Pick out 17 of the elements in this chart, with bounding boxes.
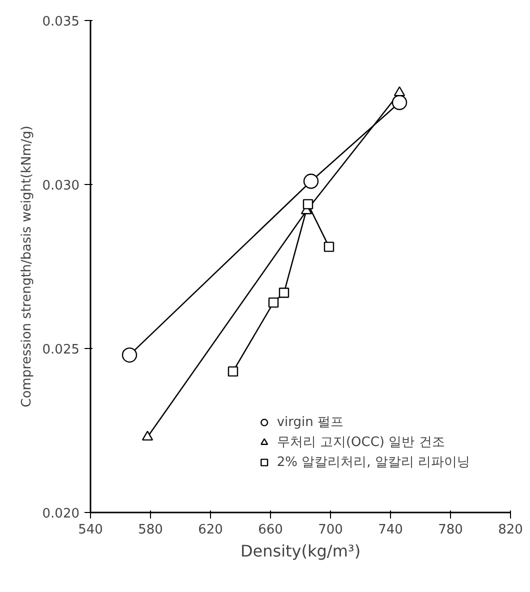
y-tick-label: 0.020 [42,506,80,522]
x-tick-label: 740 [378,522,403,538]
x-tick-label: 580 [138,522,163,538]
x-tick-label: 820 [498,522,523,538]
x-tick-label: 620 [198,522,223,538]
legend-label: 무처리 고지(OCC) 일반 건조 [276,434,445,451]
x-tick-label: 700 [318,522,343,538]
x-tick-label: 780 [438,522,463,538]
legend-label: virgin 펄프 [276,414,344,431]
x-tick-label: 660 [258,522,283,538]
y-tick-label: 0.030 [42,178,80,194]
x-tick-label: 540 [78,522,103,538]
y-tick-label: 0.025 [42,342,80,358]
y-tick-label: 0.035 [42,14,80,30]
x-axis-title: Density(kg/m³) [240,542,361,560]
legend-label: 2% 알칼리처리, 알칼리 리파이닝 [276,454,470,471]
y-axis-title: Compression strength/basis weight(kNm/g) [19,126,34,408]
